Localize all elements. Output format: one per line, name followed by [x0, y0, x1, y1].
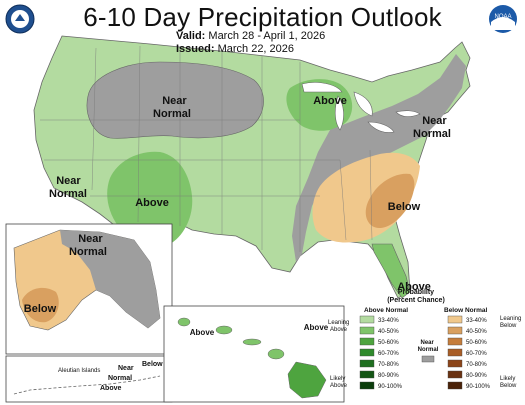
legend-likely-above: Likely Above	[330, 376, 348, 389]
hawaii-inset	[163, 305, 345, 403]
legend-above-bin-label: 90-100%	[378, 384, 403, 390]
legend-leaning-below: Leaning Below	[500, 316, 523, 329]
legend-above-bin-swatch	[359, 337, 375, 346]
legend-below-bins: 33-40% 40-50% 50-60% 60-70% 70-80% 80-90% 90-1…	[447, 315, 491, 390]
legend-above-bin-swatch	[359, 370, 375, 379]
legend-title-line2: (Percent Chance)	[387, 297, 445, 304]
conus-map	[33, 35, 471, 299]
legend-above-bin-label: 33-40%	[378, 318, 399, 324]
region-above-southwest	[107, 151, 193, 246]
hawaii-island-kauai	[177, 317, 191, 327]
legend-below-bin-label: 50-60%	[466, 340, 487, 346]
legend-below-bin-label: 90-100%	[466, 384, 491, 390]
legend-below-bin-label: 40-50%	[466, 329, 487, 335]
aleutian-inset	[5, 355, 173, 403]
legend-below-normal-heading: Below Normal	[444, 307, 488, 314]
legend-below-bin-swatch	[447, 337, 463, 346]
noaa-logo-icon: NOAA	[488, 4, 518, 34]
legend-above-bin-swatch	[359, 315, 375, 324]
legend-above-bins: 33-40% 40-50% 50-60% 60-70% 70-80% 80-90% 90-1…	[359, 315, 403, 390]
legend-below-bin-swatch	[447, 359, 463, 368]
legend-leaning-above: Leaning Above	[328, 320, 351, 333]
state-lines	[40, 45, 373, 252]
legend-above-bin-label: 40-50%	[378, 329, 399, 335]
hawaii-island-big-island	[287, 361, 327, 399]
page-title: 6-10 Day Precipitation Outlook	[83, 2, 442, 32]
legend-above-bin-label: 50-60%	[378, 340, 399, 346]
legend-below-bin-swatch	[447, 370, 463, 379]
region-florida	[371, 243, 411, 299]
legend-below-bin-swatch	[447, 381, 463, 390]
legend-above-normal-heading: Above Normal	[364, 307, 408, 314]
legend-below-bin-label: 70-80%	[466, 362, 487, 368]
legend-below-bin-label: 80-90%	[466, 373, 487, 379]
legend-near-normal-swatch	[421, 355, 435, 363]
valid-label: Valid:	[176, 30, 206, 42]
alaska-near-normal	[60, 230, 160, 328]
issued-value: March 22, 2026	[217, 43, 295, 55]
legend-above-bin-label: 60-70%	[378, 351, 399, 357]
valid-value: March 28 - April 1, 2026	[208, 30, 326, 42]
legend-below-bin-swatch	[447, 326, 463, 335]
legend-above-bin-label: 80-90%	[378, 373, 399, 379]
legend-below-bin-swatch	[447, 315, 463, 324]
legend-above-bin-swatch	[359, 326, 375, 335]
region-below-southeast-core	[365, 173, 415, 229]
legend-below-bin-label: 60-70%	[466, 351, 487, 357]
hawaii-island-oahu	[215, 325, 233, 335]
legend-title-line1: Probability	[398, 289, 434, 296]
legend-below-bin-swatch	[447, 348, 463, 357]
region-near-normal-northeast	[292, 54, 466, 262]
legend-above-bin-swatch	[359, 348, 375, 357]
legend-near-normal: Near Normal	[418, 340, 439, 353]
hawaii-island-maui	[267, 348, 285, 360]
legend: Probability (Percent Chance) Above Norma…	[328, 289, 523, 390]
legend-above-bin-swatch	[359, 381, 375, 390]
issued-label: Issued:	[176, 43, 215, 55]
alaska-below-core	[22, 287, 59, 323]
region-near-normal-north	[86, 61, 264, 139]
legend-above-bin-label: 70-80%	[378, 362, 399, 368]
legend-below-bin-label: 33-40%	[466, 318, 487, 324]
legend-above-bin-swatch	[359, 359, 375, 368]
hawaii-island-molokai	[242, 338, 262, 346]
doc-seal-icon	[5, 4, 35, 34]
noaa-logo-text: NOAA	[494, 14, 511, 20]
alaska-inset	[5, 223, 173, 355]
legend-likely-below: Likely Below	[500, 376, 517, 389]
great-lakes	[301, 82, 421, 133]
